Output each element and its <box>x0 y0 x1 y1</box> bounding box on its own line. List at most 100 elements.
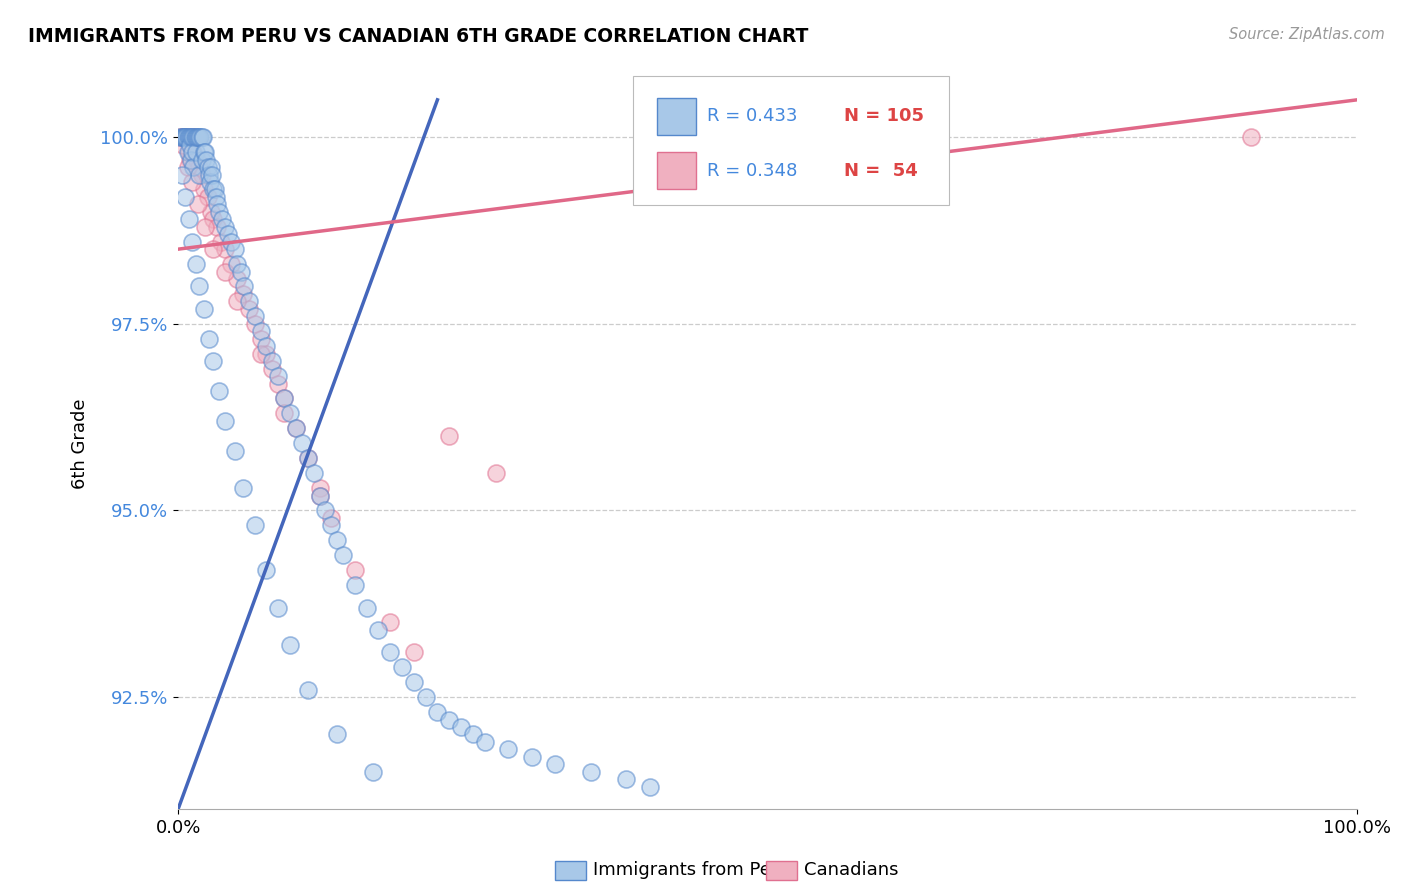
Point <box>219 235 242 249</box>
Point <box>195 153 218 167</box>
Point <box>205 219 228 234</box>
Point <box>367 623 389 637</box>
Point <box>485 466 508 480</box>
Point <box>326 727 349 741</box>
Point <box>273 406 295 420</box>
Point <box>169 130 191 145</box>
Point <box>172 137 194 152</box>
Point <box>202 242 225 256</box>
Point <box>314 503 336 517</box>
Point <box>173 130 195 145</box>
Point <box>174 130 197 145</box>
Point <box>474 735 496 749</box>
Point <box>202 354 225 368</box>
Point <box>197 168 219 182</box>
Point <box>183 130 205 145</box>
Point <box>267 600 290 615</box>
Point <box>211 212 233 227</box>
Point <box>181 235 204 249</box>
Point <box>176 145 198 160</box>
Point <box>249 324 271 338</box>
Point <box>202 212 225 227</box>
Point <box>183 160 205 174</box>
Point <box>170 130 193 145</box>
Point <box>332 549 354 563</box>
Point <box>176 130 198 145</box>
Point <box>172 130 194 145</box>
Text: N = 105: N = 105 <box>844 107 924 126</box>
Point <box>180 137 202 152</box>
Point <box>233 279 256 293</box>
Point <box>229 264 252 278</box>
Point <box>402 645 425 659</box>
Point <box>273 392 295 406</box>
Point <box>1240 130 1263 145</box>
Point <box>243 310 266 324</box>
Point <box>197 160 219 174</box>
Point <box>579 764 602 779</box>
Point <box>176 130 198 145</box>
Point <box>308 489 330 503</box>
Point <box>197 332 219 346</box>
Point <box>200 160 222 174</box>
Point <box>285 421 308 435</box>
Point <box>402 675 425 690</box>
Point <box>291 436 314 450</box>
Point <box>226 272 249 286</box>
Point <box>224 242 246 256</box>
Point <box>177 145 200 160</box>
Point <box>638 780 661 794</box>
Point <box>262 354 284 368</box>
Point <box>202 182 225 196</box>
Point <box>181 130 204 145</box>
Point <box>181 145 204 160</box>
Y-axis label: 6th Grade: 6th Grade <box>72 398 89 489</box>
Point <box>380 615 402 630</box>
Point <box>170 130 193 145</box>
Text: R = 0.433: R = 0.433 <box>707 107 797 126</box>
Point <box>188 279 211 293</box>
Point <box>243 518 266 533</box>
Point <box>190 130 212 145</box>
Point <box>181 175 204 189</box>
Point <box>190 168 212 182</box>
Point <box>174 130 197 145</box>
Point <box>273 392 295 406</box>
Point <box>262 361 284 376</box>
Point <box>172 130 194 145</box>
Point <box>439 713 461 727</box>
Text: Canadians: Canadians <box>804 861 898 879</box>
Point <box>205 197 228 211</box>
Point <box>183 130 205 145</box>
Point <box>217 227 239 242</box>
Point <box>256 347 278 361</box>
Point <box>343 563 366 577</box>
Point <box>326 533 349 548</box>
Point <box>256 339 278 353</box>
Point <box>187 197 209 211</box>
Point <box>190 130 212 145</box>
Point <box>238 294 260 309</box>
Text: R = 0.348: R = 0.348 <box>707 161 797 179</box>
Point <box>201 168 224 182</box>
Point <box>297 682 319 697</box>
Text: Immigrants from Peru: Immigrants from Peru <box>593 861 790 879</box>
Point <box>226 294 249 309</box>
Text: IMMIGRANTS FROM PERU VS CANADIAN 6TH GRADE CORRELATION CHART: IMMIGRANTS FROM PERU VS CANADIAN 6TH GRA… <box>28 27 808 45</box>
Point <box>208 384 231 398</box>
Point <box>308 481 330 495</box>
Point <box>544 757 567 772</box>
Point <box>461 727 484 741</box>
Point <box>187 130 209 145</box>
Point <box>208 204 231 219</box>
Point <box>249 332 271 346</box>
Point <box>238 301 260 316</box>
Point <box>321 518 343 533</box>
Point <box>179 137 201 152</box>
Point <box>243 317 266 331</box>
Point <box>267 376 290 391</box>
Point <box>302 466 325 480</box>
Point <box>285 421 308 435</box>
Point <box>209 235 232 249</box>
Point <box>170 168 193 182</box>
